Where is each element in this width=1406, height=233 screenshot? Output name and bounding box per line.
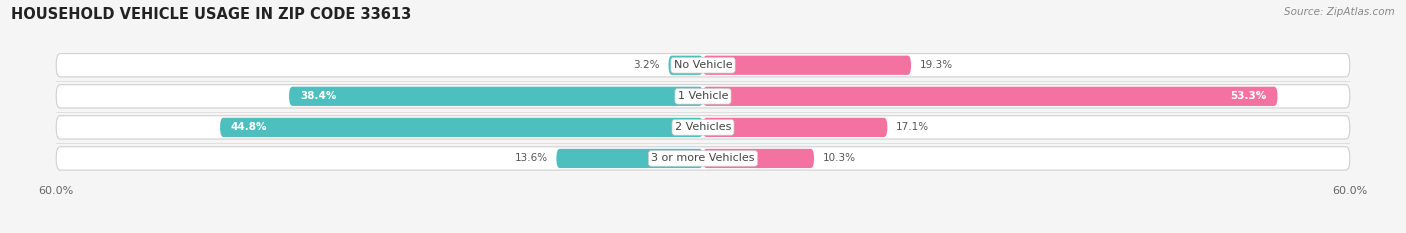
FancyBboxPatch shape [290,87,703,106]
Text: Source: ZipAtlas.com: Source: ZipAtlas.com [1284,7,1395,17]
Text: 38.4%: 38.4% [299,91,336,101]
Text: 3 or more Vehicles: 3 or more Vehicles [651,154,755,163]
Text: 13.6%: 13.6% [515,154,548,163]
FancyBboxPatch shape [56,116,1350,139]
FancyBboxPatch shape [56,147,1350,170]
Text: 2 Vehicles: 2 Vehicles [675,122,731,132]
FancyBboxPatch shape [56,54,1350,77]
FancyBboxPatch shape [703,149,814,168]
FancyBboxPatch shape [703,56,911,75]
Text: 3.2%: 3.2% [633,60,659,70]
Text: 44.8%: 44.8% [231,122,267,132]
FancyBboxPatch shape [56,85,1350,108]
Text: 17.1%: 17.1% [896,122,929,132]
Text: No Vehicle: No Vehicle [673,60,733,70]
Text: 1 Vehicle: 1 Vehicle [678,91,728,101]
FancyBboxPatch shape [668,56,703,75]
Text: 10.3%: 10.3% [823,154,856,163]
Legend: Owner-occupied, Renter-occupied: Owner-occupied, Renter-occupied [588,230,818,233]
Text: 19.3%: 19.3% [920,60,953,70]
FancyBboxPatch shape [703,87,1278,106]
FancyBboxPatch shape [557,149,703,168]
Text: HOUSEHOLD VEHICLE USAGE IN ZIP CODE 33613: HOUSEHOLD VEHICLE USAGE IN ZIP CODE 3361… [11,7,412,22]
Text: 53.3%: 53.3% [1230,91,1267,101]
FancyBboxPatch shape [221,118,703,137]
FancyBboxPatch shape [703,118,887,137]
